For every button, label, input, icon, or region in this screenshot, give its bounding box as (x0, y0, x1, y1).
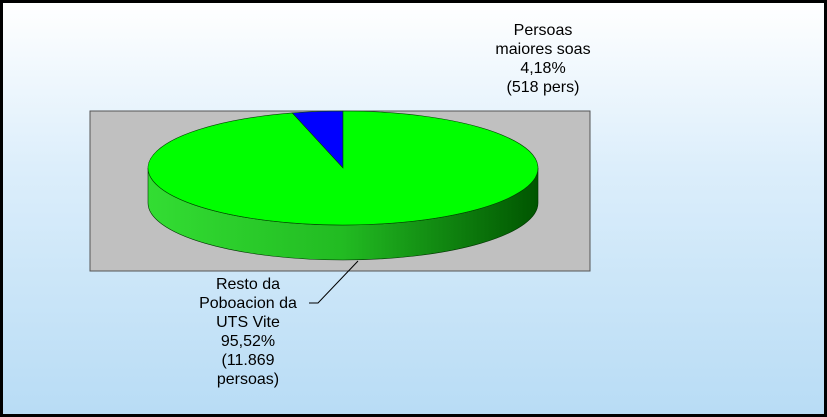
leader-line (309, 260, 359, 304)
plot (89, 110, 591, 304)
pie-slice (147, 110, 539, 226)
value-label: 95,52% (220, 333, 276, 350)
value-label: 4,18% (520, 60, 566, 77)
category-label: Resto da Poboacion da UTS Vite (199, 276, 297, 331)
count-label: (518 pers) (506, 79, 580, 96)
slice-label: Resto da Poboacion da UTS Vite 95,52% (1… (188, 275, 308, 389)
slice-label: Persoas maiores soas 4,18% (518 pers) (473, 21, 613, 97)
category-label: Persoas maiores soas (495, 22, 591, 58)
count-label: (11.869 persoas) (216, 352, 280, 388)
